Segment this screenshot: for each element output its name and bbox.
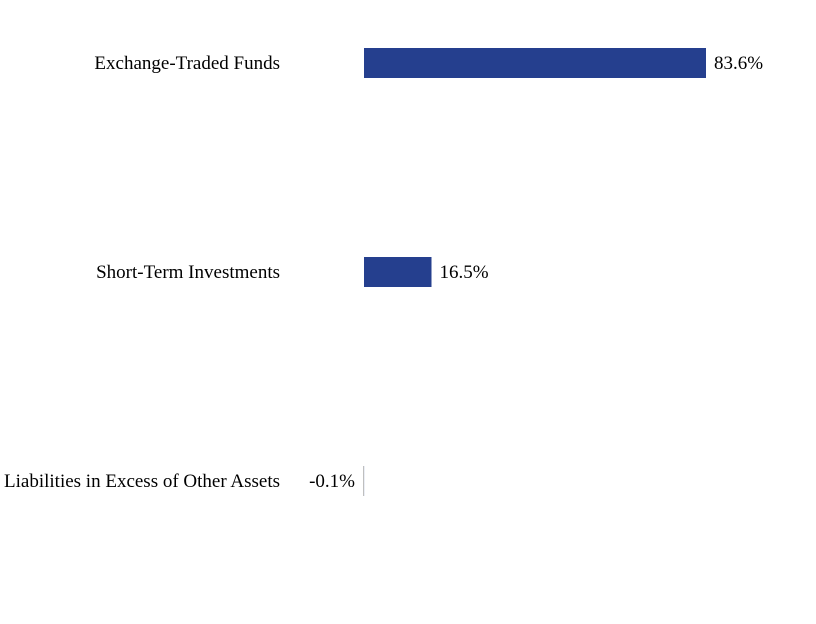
category-label: Short-Term Investments bbox=[96, 262, 280, 283]
data-label: -0.1% bbox=[309, 471, 355, 492]
category-label: Liabilities in Excess of Other Assets bbox=[4, 471, 280, 492]
bar bbox=[364, 48, 706, 78]
bar bbox=[364, 257, 432, 287]
category-label: Exchange-Traded Funds bbox=[94, 53, 280, 74]
data-label: 83.6% bbox=[714, 53, 763, 74]
data-label: 16.5% bbox=[440, 262, 489, 283]
